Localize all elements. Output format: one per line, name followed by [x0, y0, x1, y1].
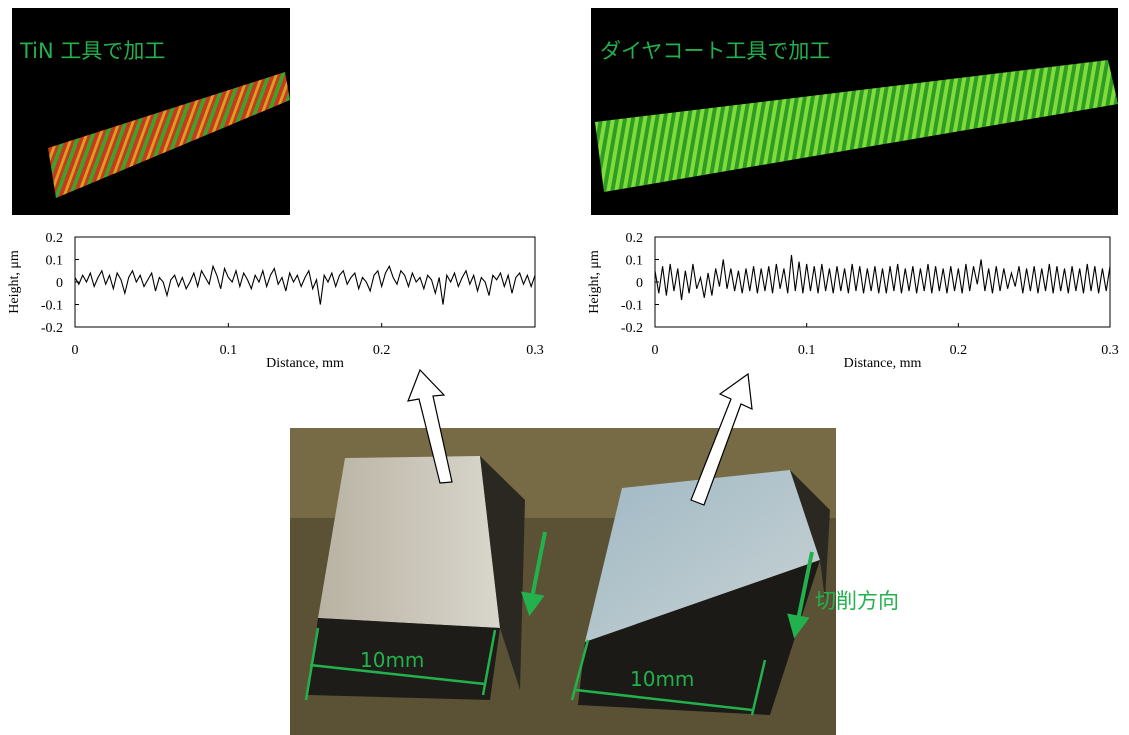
dimension-label: 10mm: [630, 667, 694, 691]
dimension-label: 10mm: [360, 648, 424, 672]
x-axis-label: Distance, mm: [844, 356, 922, 371]
y-tick-label: 0.1: [626, 254, 644, 269]
page: {"panels": [{"label": "TiN 工具で加工"}, {"la…: [0, 0, 1129, 735]
plot-frame: [75, 237, 535, 327]
figure: TiN 工具で加工 ダイヤコート工具で加工 10mm 10mm 切削方向 0.2…: [0, 0, 1129, 735]
y-axis-label: Height, μm: [7, 250, 22, 314]
profile-line: [655, 255, 1110, 300]
panel-label: ダイヤコート工具で加工: [600, 39, 830, 63]
y-tick-label: 0.2: [626, 231, 644, 246]
y-tick-label: -0.1: [41, 299, 63, 314]
x-tick-label: 0.2: [950, 343, 968, 358]
y-tick-label: -0.2: [621, 321, 643, 336]
x-tick-label: 0.3: [1101, 343, 1119, 358]
y-tick-label: 0: [56, 276, 63, 291]
y-tick-label: -0.1: [621, 299, 643, 314]
direction-label: 切削方向: [815, 589, 899, 613]
cube-top: [318, 456, 500, 628]
y-tick-label: 0.1: [46, 254, 64, 269]
x-tick-label: 0.2: [373, 343, 391, 358]
x-tick-label: 0.1: [220, 343, 238, 358]
plot-frame: [655, 237, 1110, 327]
y-tick-label: 0.2: [46, 231, 64, 246]
x-tick-label: 0: [652, 343, 659, 358]
x-tick-label: 0.1: [798, 343, 816, 358]
x-tick-label: 0: [72, 343, 79, 358]
y-tick-label: -0.2: [41, 321, 63, 336]
x-tick-label: 0.3: [526, 343, 544, 358]
y-tick-label: 0: [636, 276, 643, 291]
x-axis-label: Distance, mm: [266, 356, 344, 371]
panel-label: TiN 工具で加工: [19, 39, 165, 63]
profile-line: [75, 266, 535, 304]
y-axis-label: Height, μm: [587, 250, 602, 314]
